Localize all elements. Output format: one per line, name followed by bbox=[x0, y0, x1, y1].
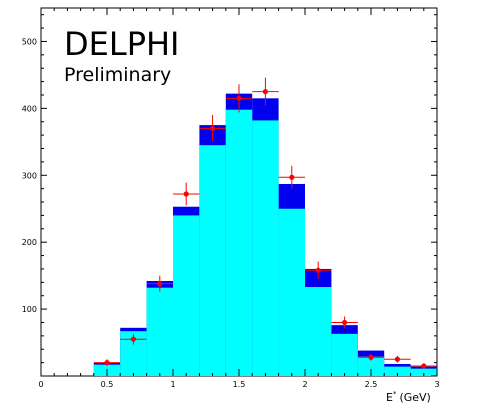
data-point-11 bbox=[394, 356, 400, 362]
data-point-12 bbox=[421, 363, 427, 369]
x-axis-label-unit: (GeV) bbox=[399, 391, 430, 404]
x-tick-label-6: 3 bbox=[434, 380, 439, 389]
histogram-bars bbox=[93, 93, 437, 377]
data-point-6 bbox=[262, 89, 268, 95]
bar-inner-11 bbox=[331, 333, 358, 376]
bar-inner-12 bbox=[357, 356, 385, 376]
x-tick-label-5: 2.5 bbox=[365, 380, 378, 389]
axes: 100 200 300 400 500 0 0.5 1 1.5 2 2.5 3 bbox=[22, 8, 440, 389]
data-point-4 bbox=[210, 125, 216, 132]
bar-inner-7 bbox=[225, 109, 253, 377]
x-tick-label-0: 0 bbox=[38, 380, 43, 389]
x-axis-label-superscript: * bbox=[393, 390, 397, 398]
bar-inner-9 bbox=[278, 208, 305, 376]
bar-inner-14 bbox=[410, 368, 437, 376]
x-tick-label-1: 0.5 bbox=[101, 380, 114, 389]
bar-inner-4 bbox=[146, 287, 173, 376]
data-points bbox=[93, 77, 437, 369]
y-tick-label-4: 500 bbox=[22, 37, 37, 46]
bar-inner-6 bbox=[199, 145, 226, 376]
chart-subtitle: Preliminary bbox=[64, 64, 171, 86]
bar-inner-5 bbox=[173, 215, 200, 376]
x-tick-label-2: 1 bbox=[170, 380, 175, 389]
data-point-8 bbox=[315, 267, 321, 273]
data-point-0 bbox=[104, 360, 110, 366]
y-tick-label-2: 300 bbox=[22, 171, 37, 180]
data-point-10 bbox=[368, 354, 374, 360]
data-point-3 bbox=[183, 191, 189, 197]
y-tick-label-3: 400 bbox=[22, 104, 37, 113]
data-point-5 bbox=[236, 95, 242, 101]
x-tick-label-3: 1.5 bbox=[233, 380, 246, 389]
data-point-1 bbox=[130, 336, 136, 342]
bar-inner-8 bbox=[252, 120, 279, 376]
y-tick-label-1: 200 bbox=[22, 238, 37, 247]
data-point-9 bbox=[342, 319, 348, 326]
chart-title: DELPHI bbox=[64, 25, 179, 63]
y-tick-label-0: 100 bbox=[22, 305, 37, 314]
bar-inner-10 bbox=[305, 287, 332, 376]
data-point-2 bbox=[157, 281, 163, 287]
data-point-7 bbox=[289, 174, 295, 180]
x-axis-label: E* (GeV) bbox=[386, 390, 431, 404]
bar-inner-13 bbox=[384, 366, 411, 376]
x-axis-label-main: E bbox=[386, 391, 393, 404]
x-tick-label-4: 2 bbox=[302, 380, 307, 389]
